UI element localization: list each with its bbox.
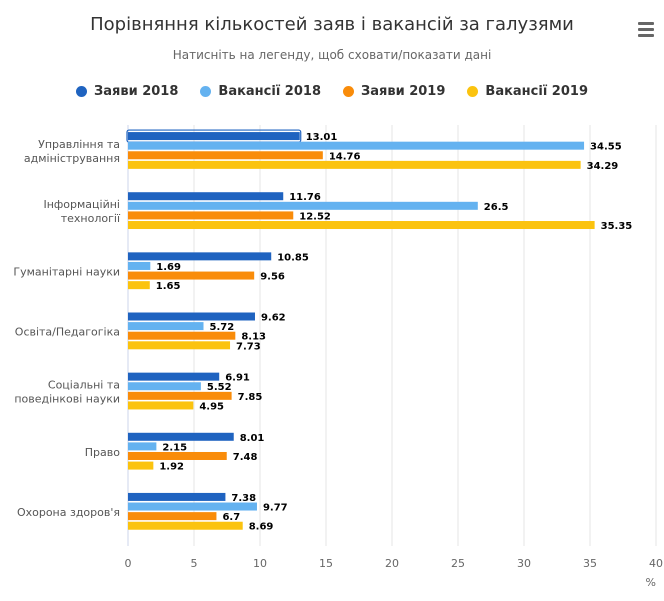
bar[interactable] xyxy=(128,432,234,441)
bar[interactable] xyxy=(128,391,232,400)
x-axis-unit: % xyxy=(646,576,656,589)
data-label: 7.38 xyxy=(231,493,256,504)
category-label: адміністрування xyxy=(24,152,120,165)
data-label: 6.91 xyxy=(225,373,250,384)
legend-label: Вакансії 2019 xyxy=(485,84,588,99)
bar[interactable] xyxy=(128,151,323,160)
x-tick-label: 25 xyxy=(451,557,465,570)
data-label: 5.52 xyxy=(207,382,232,393)
bar[interactable] xyxy=(128,442,157,451)
data-label: 8.13 xyxy=(241,332,266,343)
legend-item-vacancies-2019[interactable]: Вакансії 2019 xyxy=(467,84,588,99)
data-label: 7.73 xyxy=(236,341,261,352)
data-label: 7.85 xyxy=(238,392,263,403)
x-tick-label: 40 xyxy=(649,557,663,570)
bar[interactable] xyxy=(128,201,478,210)
legend-label: Заяви 2019 xyxy=(361,84,446,99)
category-label: технології xyxy=(61,212,121,225)
bar[interactable] xyxy=(128,160,581,169)
category-label: Соціальні та xyxy=(48,379,120,392)
data-label: 2.15 xyxy=(162,442,187,453)
legend-marker xyxy=(76,86,87,97)
data-label: 9.77 xyxy=(263,503,288,514)
legend-marker xyxy=(467,86,479,97)
data-label: 10.85 xyxy=(277,252,309,263)
data-label: 26.5 xyxy=(484,202,509,213)
legend-marker xyxy=(200,86,212,97)
bar[interactable] xyxy=(128,211,294,220)
bar[interactable] xyxy=(128,512,217,521)
data-label: 8.69 xyxy=(249,522,274,533)
bar[interactable] xyxy=(128,221,595,230)
category-label: Освіта/Педагогіка xyxy=(15,326,120,339)
category-label: поведінкові науки xyxy=(14,393,120,406)
bar[interactable] xyxy=(128,132,300,141)
x-tick-label: 10 xyxy=(253,557,267,570)
bar[interactable] xyxy=(128,401,194,410)
legend-marker xyxy=(343,86,354,97)
data-label: 34.29 xyxy=(587,161,619,172)
bar[interactable] xyxy=(128,192,284,201)
bar[interactable] xyxy=(128,341,231,350)
bar[interactable] xyxy=(128,322,204,331)
bar[interactable] xyxy=(128,372,220,381)
x-tick-label: 15 xyxy=(319,557,333,570)
bar[interactable] xyxy=(128,281,150,290)
bar[interactable] xyxy=(128,382,201,391)
data-label: 7.48 xyxy=(233,452,258,463)
category-label: Право xyxy=(85,446,120,459)
legend-item-vacancies-2018[interactable]: Вакансії 2018 xyxy=(200,84,321,99)
bar[interactable] xyxy=(128,492,226,501)
data-label: 1.69 xyxy=(156,262,181,273)
data-label: 1.92 xyxy=(159,462,184,473)
data-label: 34.55 xyxy=(590,142,622,153)
bar[interactable] xyxy=(128,252,272,261)
x-tick-label: 30 xyxy=(517,557,531,570)
data-label: 5.72 xyxy=(210,322,235,333)
data-label: 4.95 xyxy=(199,401,224,412)
data-label: 13.01 xyxy=(306,132,338,143)
hamburger-icon[interactable] xyxy=(638,22,654,40)
data-label: 6.7 xyxy=(222,512,240,523)
legend-item-applications-2019[interactable]: Заяви 2019 xyxy=(343,84,445,99)
category-label: Гуманітарні науки xyxy=(13,265,120,278)
category-label: Охорона здоров'я xyxy=(17,506,120,519)
legend-item-applications-2018[interactable]: Заяви 2018 xyxy=(76,84,178,99)
category-label: Управління та xyxy=(38,138,120,151)
bar[interactable] xyxy=(128,141,585,150)
bar[interactable] xyxy=(128,312,255,321)
data-label: 8.01 xyxy=(240,433,265,444)
x-tick-label: 35 xyxy=(583,557,597,570)
legend-label: Вакансії 2018 xyxy=(218,84,321,99)
bar[interactable] xyxy=(128,461,154,470)
chart-title: Порівняння кількостей заяв і вакансій за… xyxy=(90,14,574,35)
x-tick-label: 0 xyxy=(125,557,132,570)
x-tick-label: 20 xyxy=(385,557,399,570)
data-label: 1.65 xyxy=(156,281,181,292)
bar[interactable] xyxy=(128,521,243,530)
bar[interactable] xyxy=(128,331,236,340)
data-label: 9.56 xyxy=(260,272,285,283)
data-label: 14.76 xyxy=(329,151,361,162)
data-label: 12.52 xyxy=(299,211,331,222)
bar[interactable] xyxy=(128,502,257,511)
chart-subtitle: Натисніть на легенду, щоб сховати/показа… xyxy=(172,48,492,62)
data-label: 11.76 xyxy=(289,192,321,203)
x-tick-label: 5 xyxy=(191,557,198,570)
bar[interactable] xyxy=(128,271,255,280)
data-label: 9.62 xyxy=(261,313,286,324)
bar[interactable] xyxy=(128,261,151,270)
data-label: 35.35 xyxy=(601,221,633,232)
legend: Заяви 2018 Вакансії 2018 Заяви 2019 Вака… xyxy=(0,84,664,99)
legend-label: Заяви 2018 xyxy=(94,84,179,99)
category-label: Інформаційні xyxy=(43,198,120,211)
bar[interactable] xyxy=(128,451,227,460)
